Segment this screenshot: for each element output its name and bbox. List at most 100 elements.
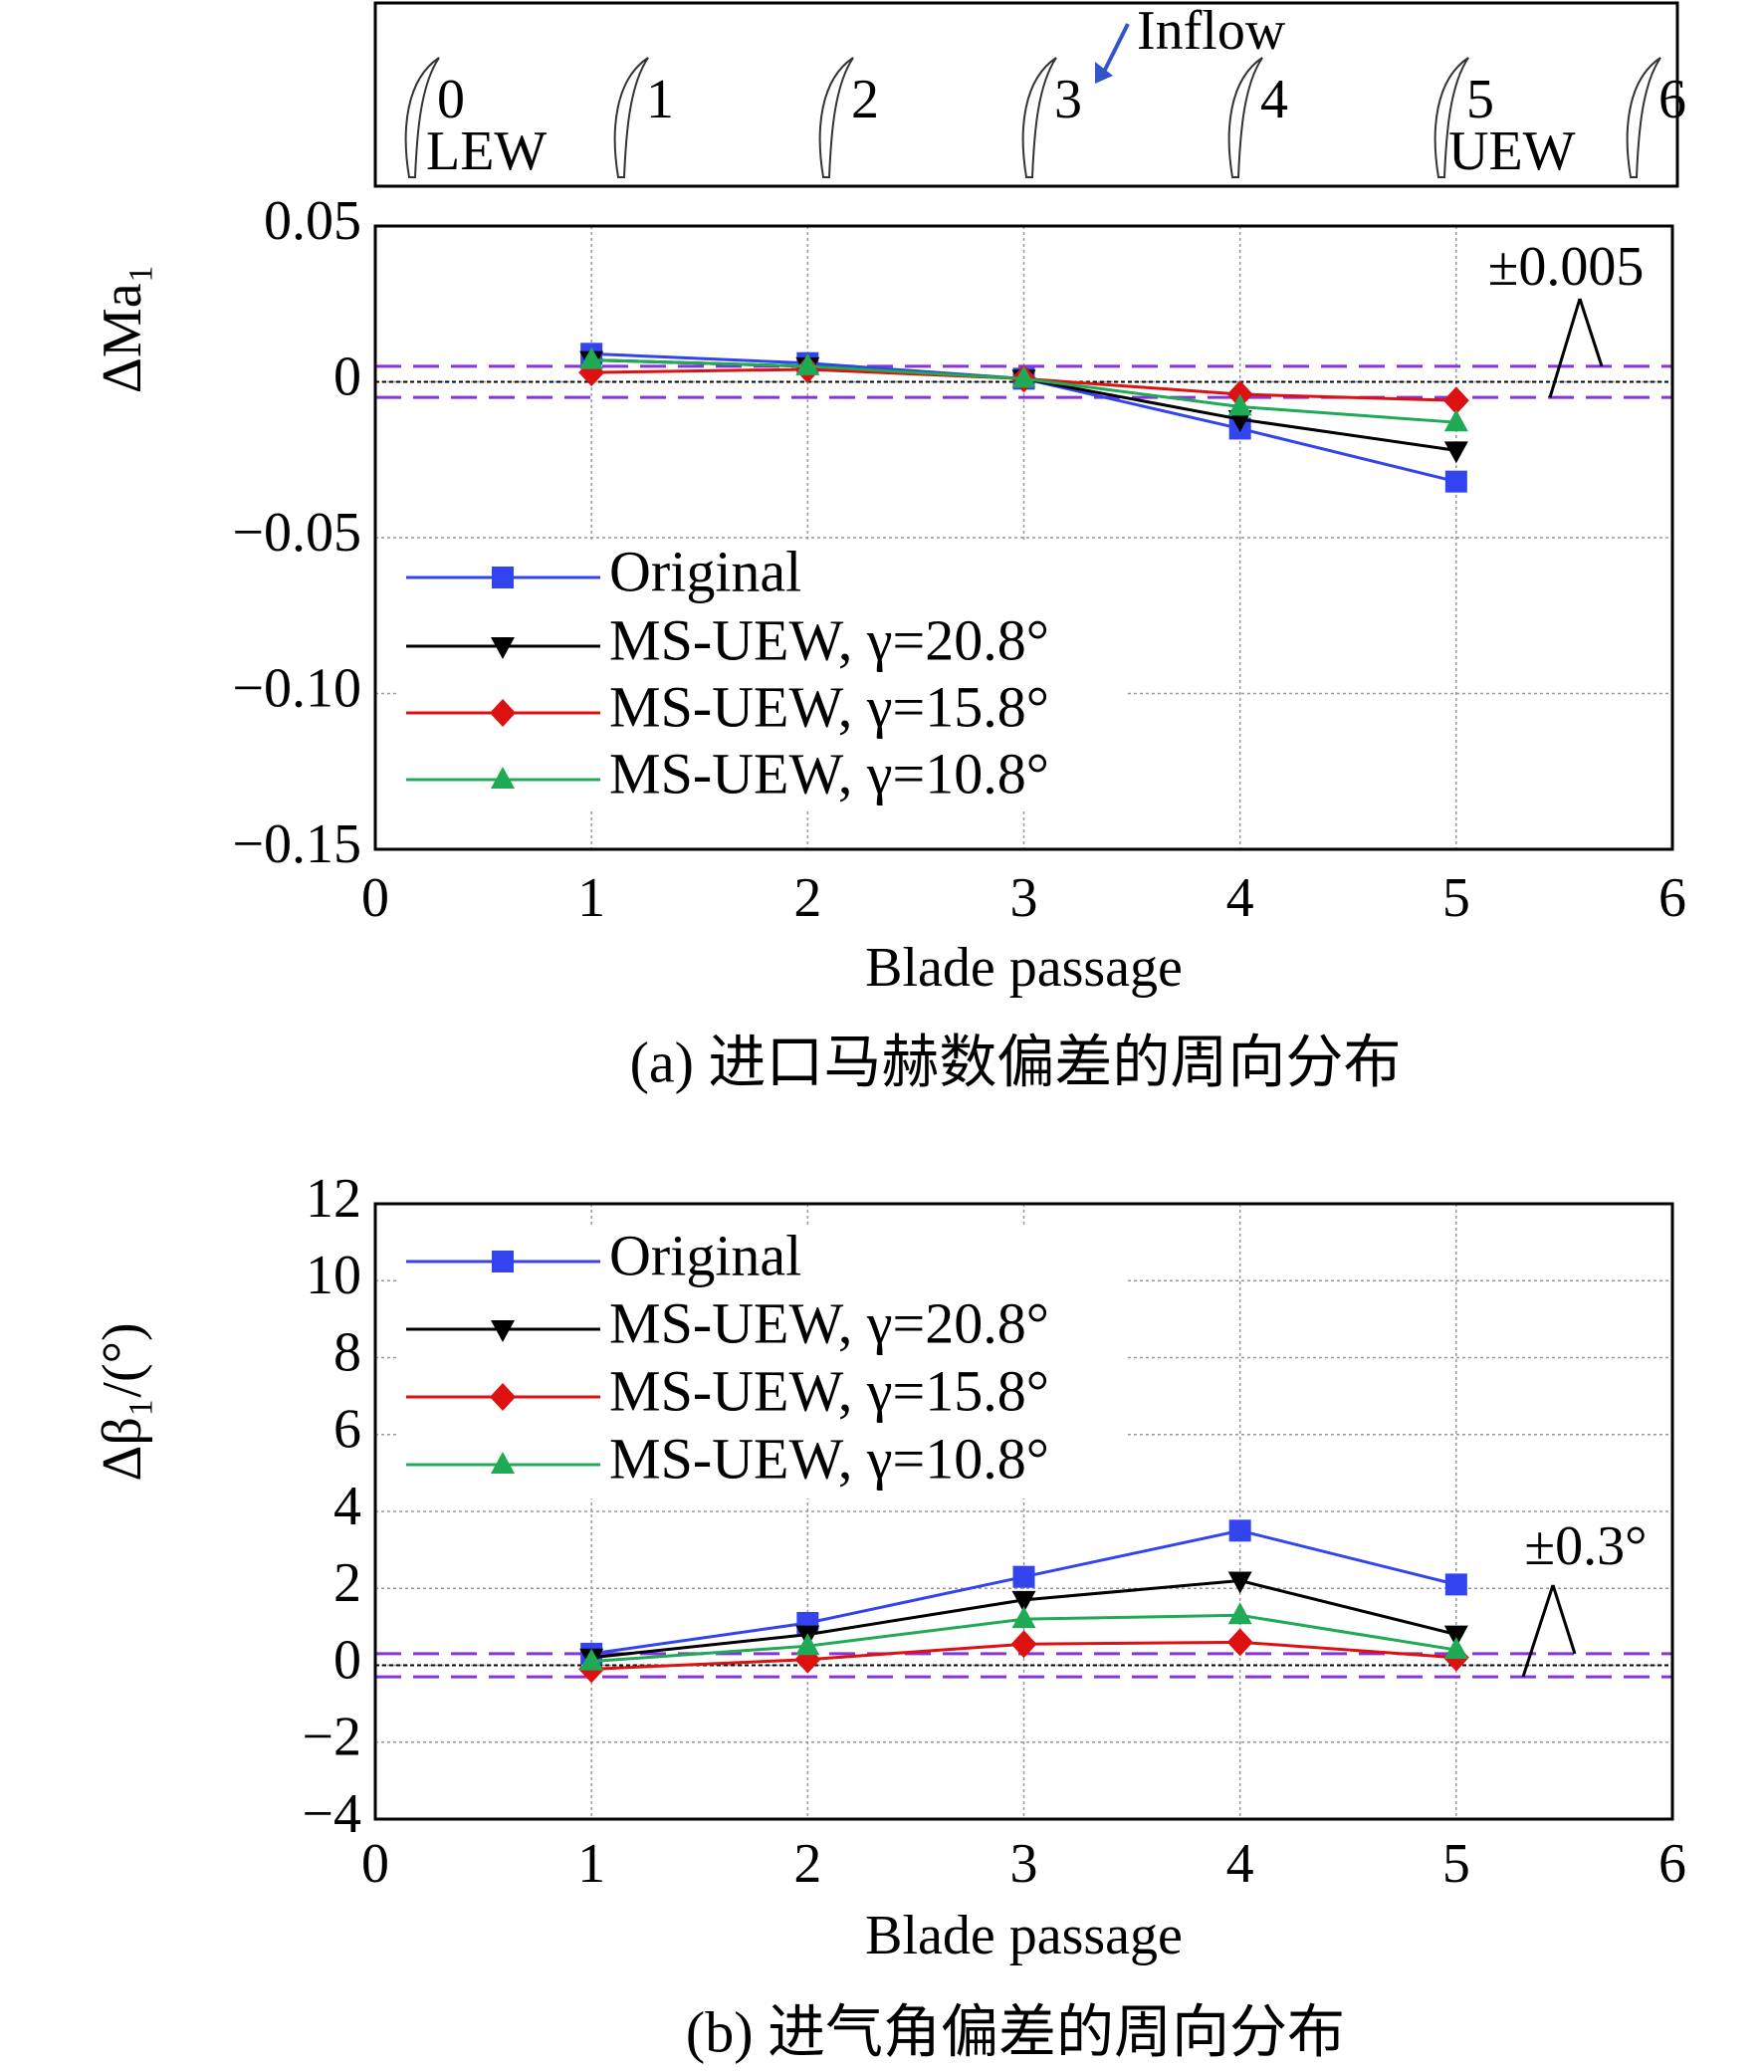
marker <box>1444 470 1467 493</box>
legend-marker <box>490 1383 516 1411</box>
marker <box>1011 1606 1036 1629</box>
y-tick-label: −0.15 <box>232 813 361 875</box>
blade <box>1021 57 1057 178</box>
marker <box>1012 1565 1035 1588</box>
x-tick-label: 0 <box>361 867 389 929</box>
y-tick-label: 0.05 <box>264 190 361 252</box>
y-tick-label: −2 <box>302 1707 361 1768</box>
legend-marker <box>491 637 515 659</box>
x-tick-label: 0 <box>361 1833 389 1895</box>
legend-marker <box>492 567 514 588</box>
marker <box>1444 1573 1467 1596</box>
marker <box>579 346 604 369</box>
legend-background <box>398 543 1128 811</box>
marker <box>1010 1630 1037 1659</box>
x-tick-label: 3 <box>1010 1833 1038 1895</box>
annotation-leader <box>1548 298 1582 398</box>
marker <box>1011 1590 1036 1613</box>
marker <box>1227 410 1252 433</box>
legend-marker <box>492 1251 514 1272</box>
x-tick-label: 1 <box>577 1833 605 1895</box>
y-tick-label: −0.10 <box>232 657 361 719</box>
x-tick-label: 3 <box>1010 867 1038 929</box>
marker <box>1443 441 1468 464</box>
caption: (a) 进口马赫数偏差的周向分布 <box>630 1030 1402 1094</box>
legend-label: MS-UEW, γ=15.8° <box>609 674 1049 739</box>
x-axis-label: Blade passage <box>865 937 1183 999</box>
y-tick-label: 10 <box>306 1245 361 1306</box>
legend-marker <box>490 699 516 727</box>
legend-background <box>398 1225 1128 1498</box>
blade-label: 5 <box>1466 69 1494 130</box>
legend-label: Original <box>609 1223 801 1287</box>
marker <box>1226 1628 1253 1657</box>
blade <box>1626 57 1661 178</box>
y-tick-label: 0 <box>333 1629 361 1691</box>
x-tick-label: 2 <box>793 867 821 929</box>
uew-label: UEW <box>1448 120 1576 182</box>
legend-label: MS-UEW, γ=10.8° <box>609 1426 1049 1491</box>
marker <box>1442 386 1469 415</box>
legend-marker <box>491 1320 515 1342</box>
legend-label: Original <box>609 539 801 603</box>
inflow-arrow <box>1101 23 1130 75</box>
lew-label: LEW <box>426 120 547 182</box>
marker <box>1228 1519 1251 1542</box>
caption: (b) 进气角偏差的周向分布 <box>686 1999 1345 2064</box>
blade-label: 2 <box>851 69 879 130</box>
marker <box>1227 1571 1252 1594</box>
blade-label: 3 <box>1054 69 1082 130</box>
inflow-label: Inflow <box>1137 0 1286 62</box>
x-tick-label: 2 <box>793 1833 821 1895</box>
inflow-arrow-head <box>1095 62 1113 84</box>
annotation-leader <box>1521 1584 1555 1678</box>
blade-label: 1 <box>646 69 674 130</box>
y-tick-label: −0.05 <box>232 502 361 564</box>
marker <box>795 352 820 375</box>
reference-label: ±0.3° <box>1524 1515 1647 1577</box>
marker <box>1011 365 1036 388</box>
x-tick-label: 5 <box>1442 1833 1470 1895</box>
y-tick-label: 4 <box>333 1476 361 1537</box>
x-tick-label: 1 <box>577 867 605 929</box>
marker <box>1227 393 1252 416</box>
blade <box>404 57 440 178</box>
x-axis-label: Blade passage <box>865 1905 1183 1966</box>
blade-label: 0 <box>437 69 465 130</box>
blade <box>1433 57 1469 178</box>
legend-label: MS-UEW, γ=15.8° <box>609 1358 1049 1423</box>
x-tick-label: 5 <box>1442 867 1470 929</box>
x-tick-label: 6 <box>1658 1833 1686 1895</box>
legend-marker <box>491 1452 515 1474</box>
y-tick-label: 12 <box>306 1168 361 1230</box>
marker <box>1227 1602 1252 1625</box>
legend-label: MS-UEW, γ=10.8° <box>609 741 1049 806</box>
blade <box>1227 57 1263 178</box>
marker <box>795 1633 820 1656</box>
plot-frame <box>373 1202 1674 1821</box>
x-tick-label: 6 <box>1658 867 1686 929</box>
y-axis-label: Δβ₁/(°) <box>92 1322 153 1481</box>
legend-label: MS-UEW, γ=20.8° <box>609 607 1049 672</box>
marker <box>579 1648 604 1671</box>
y-tick-label: 2 <box>333 1552 361 1614</box>
annotation-leader <box>1551 1584 1577 1655</box>
legend-marker <box>491 767 515 789</box>
legend-label: MS-UEW, γ=20.8° <box>609 1290 1049 1355</box>
y-tick-label: 8 <box>333 1321 361 1383</box>
marker <box>1443 1637 1468 1660</box>
blade-label: 6 <box>1658 69 1686 130</box>
blade-strip-frame <box>373 1 1679 188</box>
marker <box>1443 409 1468 432</box>
x-tick-label: 4 <box>1226 1833 1254 1895</box>
reference-label: ±0.005 <box>1488 236 1645 298</box>
blade <box>613 57 649 178</box>
marker <box>1443 1625 1468 1648</box>
blade-label: 4 <box>1260 69 1288 130</box>
y-tick-label: 6 <box>333 1399 361 1461</box>
y-axis-label: ΔMa₁ <box>92 264 153 393</box>
y-tick-label: 0 <box>333 345 361 407</box>
y-tick-label: −4 <box>302 1783 361 1845</box>
